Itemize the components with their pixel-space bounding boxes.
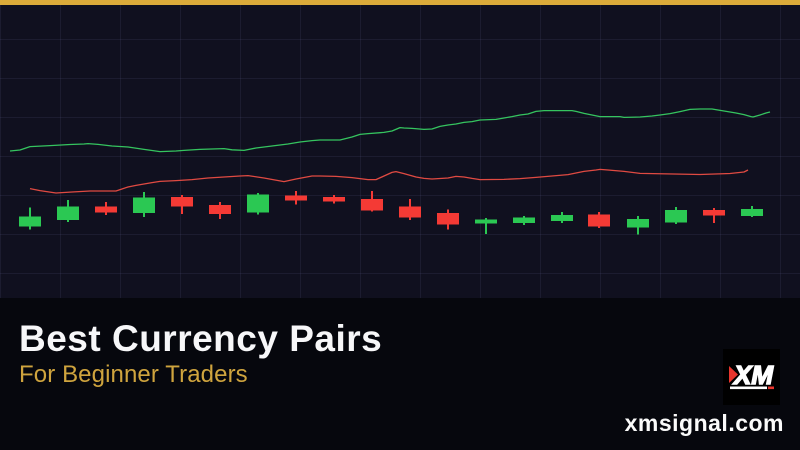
svg-text:XM: XM — [732, 360, 774, 390]
